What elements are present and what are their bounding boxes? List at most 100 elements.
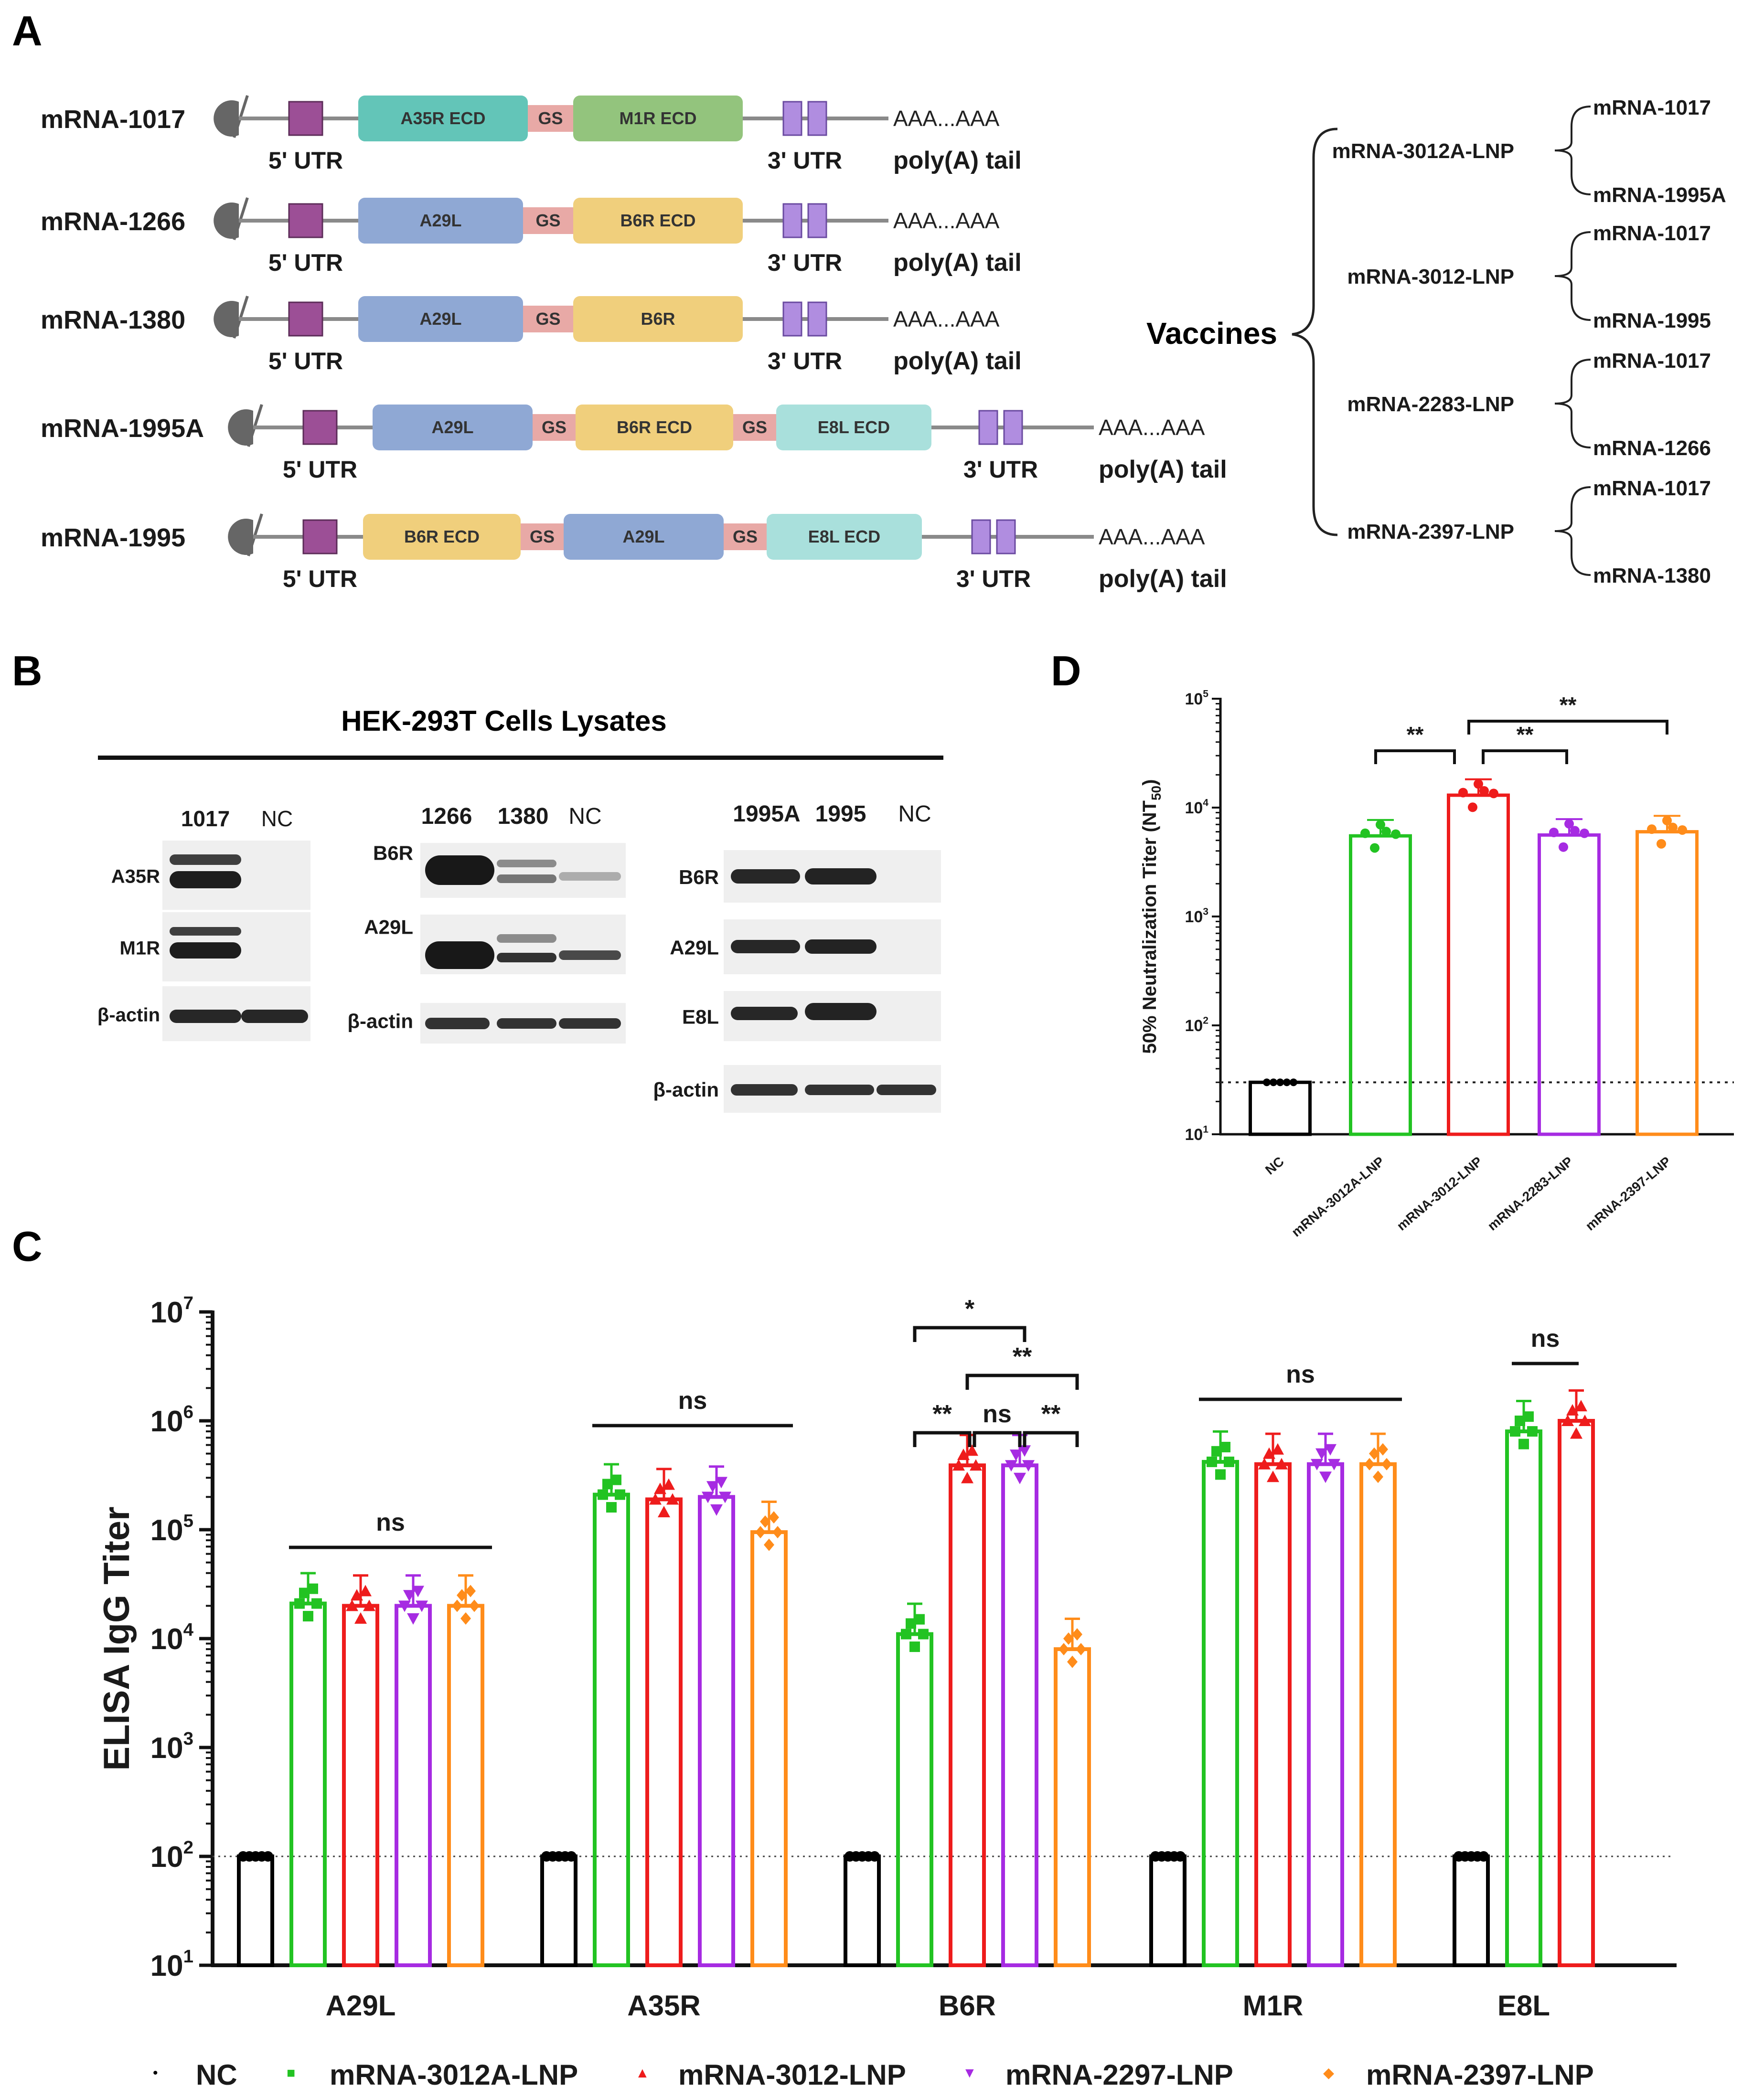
data-point xyxy=(1510,1426,1520,1437)
blot-band xyxy=(559,1018,621,1029)
x-tick-label: mRNA-2397-LNP xyxy=(1582,1154,1673,1234)
bar-mRNA-2397-LNP xyxy=(752,1532,786,1965)
bar-mRNA-3012-LNP xyxy=(951,1465,984,1965)
component-brace xyxy=(1555,360,1591,448)
data-point xyxy=(1364,1458,1375,1470)
x-tick-label: NC xyxy=(1262,1154,1287,1178)
lane-label: 1017 xyxy=(181,806,230,831)
segment-label: GS xyxy=(535,309,560,329)
y-axis-label-sub: 50 xyxy=(1149,786,1164,800)
data-point xyxy=(311,1598,322,1609)
vaccines-label: Vaccines xyxy=(1146,316,1277,351)
y-tick-label: 101 xyxy=(150,1946,193,1982)
legend-item: • NC xyxy=(153,2059,237,2091)
utr5-label: 5' UTR xyxy=(283,565,357,592)
data-point xyxy=(1373,1470,1383,1483)
y-tick-label-base: 10 xyxy=(150,1623,183,1656)
x-tick-label: A35R xyxy=(627,1990,700,2022)
data-point xyxy=(1564,819,1574,829)
sig-b6r-1 xyxy=(915,1328,1025,1342)
category-group-a35r: A35R xyxy=(541,1464,786,2022)
data-point xyxy=(772,1526,783,1538)
data-point xyxy=(611,1475,621,1485)
data-point xyxy=(1014,1473,1026,1484)
y-tick-label: 102 xyxy=(1185,1015,1208,1035)
data-point xyxy=(566,1851,577,1862)
data-point xyxy=(460,1612,471,1625)
panel-letter-b: B xyxy=(12,647,43,694)
blot-row-label: M1R xyxy=(120,938,160,959)
x-tick-label: mRNA-2283-LNP xyxy=(1485,1154,1575,1234)
sig-a35r-label: ns xyxy=(678,1387,707,1415)
component-brace xyxy=(1555,487,1591,575)
data-point xyxy=(452,1599,462,1612)
component-name: mRNA-1017 xyxy=(1593,349,1711,373)
utr5-box xyxy=(289,204,322,237)
bar-mRNA-2397-LNP xyxy=(1637,832,1697,1134)
data-point xyxy=(1319,1471,1332,1483)
utr5-box xyxy=(303,520,337,554)
y-tick-label: 104 xyxy=(150,1620,194,1656)
legend-label: mRNA-3012-LNP xyxy=(678,2059,906,2091)
y-axis-label: 50% Neutralization Titer (NT50) xyxy=(1139,779,1164,1054)
y-tick-label-exp: 5 xyxy=(183,1511,193,1531)
data-point xyxy=(658,1506,670,1517)
segment-label: GS xyxy=(742,417,767,437)
y-tick-label: 103 xyxy=(1185,906,1208,926)
utr3-box xyxy=(808,102,826,135)
segment-label: E8L ECD xyxy=(818,417,890,437)
utr5-label: 5' UTR xyxy=(268,147,343,174)
segment-label: A29L xyxy=(419,211,461,230)
segment-label: A29L xyxy=(622,527,664,546)
segment-label: M1R ECD xyxy=(619,108,696,128)
vaccine-name: mRNA-2283-LNP xyxy=(1347,393,1514,416)
data-point xyxy=(869,1851,880,1862)
category-group-m1r: M1R xyxy=(1150,1431,1395,2022)
construct-name: mRNA-1995 xyxy=(41,523,185,552)
blot-band xyxy=(170,942,241,959)
y-tick-label: 102 xyxy=(150,1837,193,1874)
construct-name: mRNA-1995A xyxy=(41,414,204,443)
sig-b6r-5 xyxy=(1025,1433,1077,1447)
bar-NC xyxy=(542,1856,576,1965)
data-point xyxy=(1076,1643,1086,1655)
legend-marker: • xyxy=(153,2065,158,2081)
bar-mRNA-2283-LNP xyxy=(700,1497,733,1965)
utr3-label: 3' UTR xyxy=(768,147,842,174)
y-tick-label-base: 10 xyxy=(150,1296,183,1329)
utr3-box xyxy=(783,102,802,135)
blot-row-label: β-actin xyxy=(653,1078,719,1101)
y-tick-label-exp: 5 xyxy=(1203,689,1208,700)
bar-mRNA-2397-LNP xyxy=(1361,1464,1395,1965)
sig-m1r-label: ns xyxy=(1286,1361,1315,1388)
blot-row-label: β-actin xyxy=(97,1005,160,1026)
data-point xyxy=(1657,839,1666,849)
elisa-legend: • NC ■ mRNA-3012A-LNP ▲ mRNA-3012-LNP ▼ mRNA-22… xyxy=(153,2059,1594,2091)
blot-title-rule xyxy=(98,756,943,760)
blot-band xyxy=(805,1003,877,1020)
bar-mRNA-3012-LNP xyxy=(1449,795,1508,1134)
blot-row-label: A29L xyxy=(364,916,413,938)
segment-label: B6R ECD xyxy=(404,527,480,546)
sig-3012a-3012 xyxy=(1376,751,1454,764)
segment-label: E8L ECD xyxy=(808,527,880,546)
y-tick-label-base: 10 xyxy=(150,1732,183,1765)
data-point xyxy=(1224,1457,1234,1467)
utr3-box xyxy=(783,204,802,237)
construct-mRNA-1266: mRNA-1266 5' UTR A29L GS B6R ECD 3' UTR AAA...… xyxy=(41,198,1022,277)
lane-label: NC xyxy=(568,804,601,829)
panel-letter-c: C xyxy=(12,1223,43,1270)
construct-name: mRNA-1017 xyxy=(41,105,185,134)
sig-3012-2397-label: ** xyxy=(1560,693,1577,717)
blot-group-1017: 1017 NCA35RM1Rβ-actin xyxy=(97,806,310,1041)
legend-marker: ◆ xyxy=(1323,2065,1334,2081)
bar-mRNA-3012-LNP xyxy=(647,1499,681,1965)
data-point xyxy=(1678,825,1687,835)
utr3-box xyxy=(979,411,997,444)
utr3-box xyxy=(783,302,802,336)
x-tick-label: mRNA-3012A-LNP xyxy=(1289,1154,1387,1240)
y-tick-label-exp: 4 xyxy=(1203,798,1208,809)
construct-mRNA-1380: mRNA-13805' UTRA29L GS B6R3' UTRAAA...AAAp… xyxy=(41,296,1022,375)
data-point xyxy=(1458,788,1468,798)
